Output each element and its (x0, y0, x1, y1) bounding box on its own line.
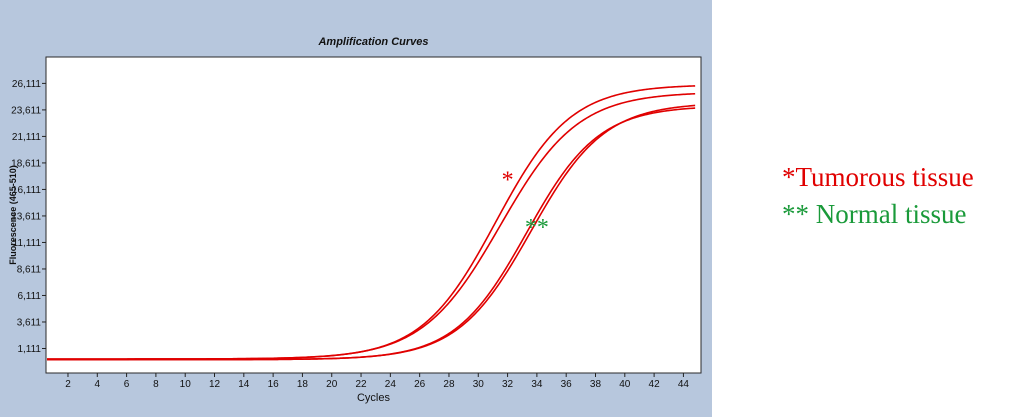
x-tick-label: 38 (590, 379, 602, 390)
y-tick-label: 23,611 (11, 105, 41, 116)
chart-panel: Amplification Curves 1,111 3,611 6,111 8,611… (0, 0, 712, 417)
x-tick-label: 44 (678, 379, 690, 390)
curve-normal-4 (47, 104, 696, 361)
x-tick-label: 2 (65, 379, 71, 390)
x-tick-label: 28 (443, 379, 455, 390)
x-tick-label: 24 (385, 379, 397, 390)
y-tick-label: 8,611 (17, 264, 42, 275)
y-tick-label: 6,111 (17, 291, 41, 302)
y-axis-label: Fluorescence (465-510) (8, 165, 18, 265)
y-tick-label: 26,111 (12, 79, 42, 90)
x-tick-label: 6 (124, 379, 130, 390)
chart-title: Amplification Curves (317, 36, 428, 48)
x-tick-label: 20 (326, 379, 338, 390)
y-tick-label: 3,611 (17, 317, 42, 328)
x-tick-label: 12 (209, 379, 221, 390)
y-tick-label: 18,611 (11, 158, 41, 169)
x-axis-label: Cycles (357, 392, 391, 404)
x-tick-label: 32 (502, 379, 514, 390)
x-tick-label: 26 (414, 379, 426, 390)
x-tick-label: 36 (561, 379, 573, 390)
x-tick-label: 8 (153, 379, 159, 390)
legend-tumorous-tissue: *Tumorous tissue (782, 162, 974, 192)
annotation-2: ** (525, 215, 549, 241)
y-tick-label: 16,111 (12, 185, 42, 196)
x-tick-label: 42 (649, 379, 661, 390)
x-tick-label: 14 (238, 379, 250, 390)
y-tick-label: 11,111 (13, 238, 42, 249)
amplification-chart: Amplification Curves 1,111 3,611 6,111 8,611… (8, 36, 702, 404)
x-tick-label: 40 (619, 379, 631, 390)
x-tick-label: 22 (355, 379, 367, 390)
x-tick-label: 4 (95, 379, 101, 390)
plot-area (45, 56, 702, 374)
y-tick-label: 1,111 (17, 344, 41, 355)
annotation-1: * (502, 167, 514, 193)
y-tick-label: 21,111 (12, 132, 42, 143)
legend-normal-tissue: ** Normal tissue (782, 199, 967, 229)
x-tick-label: 10 (180, 379, 192, 390)
x-tick-label: 34 (531, 379, 543, 390)
x-tick-label: 30 (473, 379, 485, 390)
x-tick-label: 16 (268, 379, 280, 390)
x-tick-label: 18 (297, 379, 309, 390)
y-tick-label: 13,611 (11, 211, 41, 222)
